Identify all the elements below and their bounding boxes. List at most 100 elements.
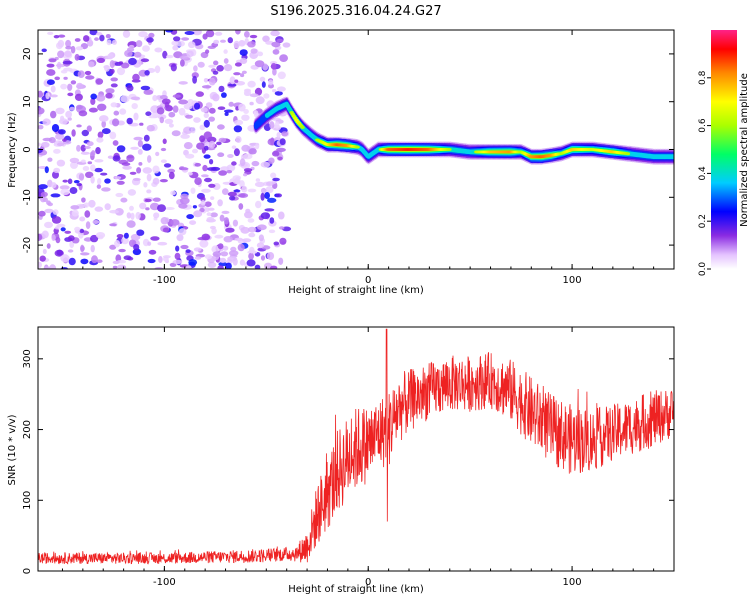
spectrogram-noise-cell	[76, 183, 82, 187]
spectrogram-noise-cell	[260, 161, 270, 168]
spectrogram-noise-cell	[120, 95, 130, 103]
spectrogram-noise-cell	[204, 201, 212, 207]
spectrogram-noise-cell	[139, 122, 144, 126]
spectrogram-noise-cell	[232, 219, 238, 227]
spectrogram-noise-cell	[169, 262, 177, 267]
spectrogram-noise-cell	[246, 259, 256, 267]
spectrogram-noise-cell	[238, 203, 244, 210]
spectrogram-noise-cell	[44, 221, 53, 229]
spectrogram-noise-cell	[277, 71, 286, 80]
spectrogram-noise-cell	[235, 30, 241, 35]
spectrogram-noise-cell	[135, 40, 143, 48]
spectrogram-noise-cell	[247, 188, 257, 193]
spectrogram-noise-cell	[225, 262, 232, 269]
spectrogram-noise-cell	[92, 220, 100, 224]
spectrogram-noise-cell	[78, 110, 88, 117]
spectrogram-noise-cell	[146, 173, 152, 182]
spectrogram-noise-cell	[97, 131, 104, 139]
spectrogram-noise-cell	[278, 257, 284, 265]
spectrogram-noise-cell	[85, 221, 91, 230]
spectrogram-noise-cell	[70, 161, 78, 169]
spectrogram-noise-cell	[238, 103, 246, 112]
spectrogram-noise-cell	[101, 128, 111, 135]
spectrogram-noise-cell	[100, 172, 108, 176]
spectrogram-noise-cell	[217, 243, 224, 250]
snr-ytick-label: 300	[22, 349, 33, 368]
spectrogram-noise-cell	[193, 210, 203, 218]
spectrogram-noise-cell	[156, 107, 165, 115]
spectrogram-noise-cell	[123, 255, 132, 260]
spectrogram-noise-cell	[133, 112, 139, 121]
spectrogram-noise-cell	[110, 77, 118, 82]
spectrogram-ytick-label: -10	[22, 189, 33, 205]
spectrogram-noise-cell	[165, 207, 175, 210]
spectrogram-noise-cell	[172, 94, 181, 98]
spectrogram-noise-cell	[71, 209, 79, 217]
spectrogram-noise-cell	[205, 49, 210, 54]
spectrogram-noise-cell	[239, 57, 248, 64]
spectrogram-noise-cell	[218, 137, 227, 143]
spectrogram-noise-cell	[80, 252, 90, 256]
spectrogram-noise-cell	[38, 210, 46, 217]
spectrogram-noise-cell	[272, 150, 280, 157]
spectrogram-noise-cell	[51, 216, 62, 224]
spectrogram-noise-cell	[150, 236, 160, 241]
spectrogram-noise-cell	[214, 234, 224, 239]
spectrogram-noise-cell	[247, 218, 255, 223]
spectrogram-noise-cell	[268, 229, 276, 234]
spectrogram-noise-cell	[116, 145, 126, 153]
spectrogram-noise-cell	[276, 86, 286, 92]
spectrogram-noise-cell	[58, 34, 66, 38]
spectrogram-noise-cell	[254, 264, 261, 269]
spectrogram-noise-cell	[248, 252, 255, 260]
spectrogram-noise-cell	[238, 193, 249, 198]
spectrogram-noise-cell	[95, 78, 104, 85]
snr-ytick-label: 0	[22, 568, 33, 574]
spectrogram-noise-cell	[74, 226, 81, 232]
spectrogram-noise-cell	[172, 105, 179, 113]
spectrogram-noise-cell	[203, 119, 210, 128]
spectrogram-noise-cell	[124, 49, 133, 58]
spectrogram-noise-cell	[84, 70, 92, 76]
spectrogram-noise-cell	[209, 159, 214, 165]
spectrogram-noise-cell	[159, 179, 168, 183]
spectrogram-noise-cell	[142, 167, 153, 174]
snr-series-line	[38, 328, 674, 565]
spectrogram-noise-cell	[157, 241, 168, 246]
spectrogram-noise-cell	[277, 156, 283, 161]
spectrogram-noise-cell	[256, 242, 265, 249]
spectrogram-noise-cell	[130, 96, 140, 101]
spectrogram-noise-cell	[152, 197, 161, 202]
spectrogram-noise-cell	[56, 223, 66, 228]
spectrogram-noise-cell	[255, 142, 260, 150]
spectrogram-noise-cell	[281, 131, 289, 137]
spectrogram-noise-cell	[120, 62, 130, 69]
spectrogram-marks	[38, 30, 674, 269]
spectrogram-noise-cell	[68, 257, 76, 266]
spectrogram-noise-cell	[101, 120, 106, 128]
spectrogram-noise-cell	[122, 165, 132, 170]
spectrogram-noise-cell	[178, 228, 187, 236]
spectrogram-noise-cell	[85, 171, 94, 178]
spectrogram-ridge-cell	[355, 145, 360, 149]
figure-title: S196.2025.316.04.24.G27	[270, 4, 441, 19]
spectrogram-noise-cell	[195, 91, 204, 97]
spectrogram-noise-cell	[118, 61, 124, 65]
spectrogram-noise-cell	[90, 176, 95, 184]
spectrogram-noise-cell	[99, 34, 105, 42]
spectrogram-noise-cell	[255, 200, 262, 209]
spectrogram-noise-cell	[237, 243, 245, 252]
spectrogram-noise-cell	[188, 259, 198, 266]
spectrogram-noise-cell	[83, 202, 90, 208]
spectrogram-noise-cell	[218, 170, 228, 176]
spectrogram-noise-cell	[94, 159, 104, 163]
spectrogram-noise-cell	[232, 257, 238, 266]
spectrogram-noise-cell	[158, 256, 163, 263]
spectrogram-noise-cell	[240, 73, 245, 78]
spectrogram-noise-cell	[270, 172, 277, 179]
spectrogram-noise-cell	[257, 224, 267, 231]
spectrogram-noise-cell	[208, 64, 216, 68]
spectrogram-noise-cell	[147, 155, 152, 163]
spectrogram-noise-cell	[57, 50, 65, 59]
